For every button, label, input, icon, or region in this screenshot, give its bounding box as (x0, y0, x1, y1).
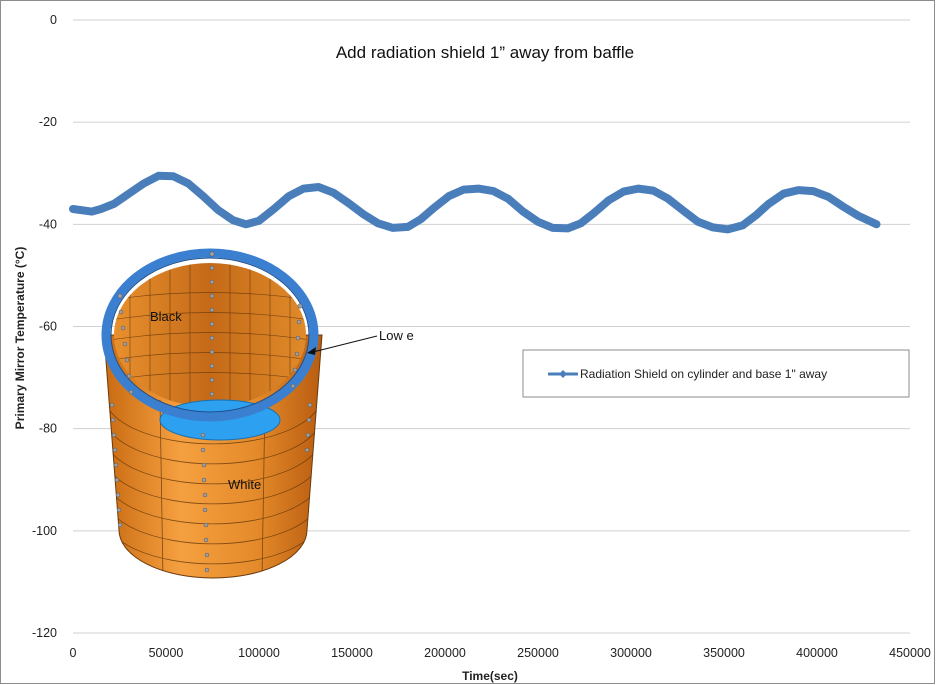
chart-title: Add radiation shield 1” away from baffle (336, 43, 634, 62)
data-point (873, 221, 880, 228)
data-point (185, 180, 192, 187)
series-radiation-shield (69, 171, 881, 234)
data-point (170, 173, 177, 180)
data-point (359, 210, 367, 218)
annotation-black: Black (150, 309, 182, 324)
y-tick-label: -40 (39, 217, 57, 231)
y-tick-label: -120 (32, 626, 57, 640)
data-point (200, 193, 207, 200)
x-tick-label: 400000 (796, 646, 838, 660)
data-point (505, 195, 512, 202)
data-point (839, 203, 847, 210)
cylinder-illustration (101, 248, 323, 579)
y-axis-title: Primary Mirror Temperature (°C) (13, 247, 27, 430)
data-point (795, 186, 802, 194)
data-point (605, 197, 612, 204)
data-point (110, 200, 118, 208)
data-point (330, 189, 337, 196)
data-point (824, 193, 832, 200)
data-point (374, 220, 382, 227)
data-point (389, 224, 397, 232)
x-tick-label: 200000 (424, 646, 466, 660)
data-point (765, 200, 772, 208)
data-point (229, 217, 237, 224)
legend-box (522, 349, 910, 398)
data-point (404, 223, 411, 231)
x-tick-label: 100000 (238, 646, 280, 660)
data-point (315, 183, 322, 191)
x-tick-label: 50000 (149, 646, 184, 660)
data-point (490, 187, 497, 195)
data-point (519, 208, 527, 215)
data-point (125, 190, 132, 197)
data-point (214, 206, 222, 214)
data-point (780, 190, 787, 197)
data-point (635, 185, 642, 192)
x-tick-label: 0 (70, 646, 77, 660)
x-tick-label: 300000 (610, 646, 652, 660)
data-point (665, 195, 672, 202)
annotation-white: White (228, 477, 261, 492)
cylinder-rim-edge (110, 257, 310, 413)
data-point (534, 218, 542, 225)
data-point (460, 186, 467, 193)
x-tick-label: 450000 (889, 646, 931, 660)
data-point (345, 199, 352, 207)
data-point (140, 180, 147, 187)
x-tick-label: 350000 (703, 646, 745, 660)
data-point (255, 217, 263, 224)
arrowhead (307, 347, 316, 355)
data-point (445, 193, 452, 200)
data-point (564, 225, 571, 232)
x-tick-label: 250000 (517, 646, 559, 660)
data-point (69, 205, 77, 213)
data-point (694, 218, 702, 225)
data-point (475, 185, 482, 192)
data-point (88, 208, 95, 215)
data-point (577, 220, 584, 227)
data-point (155, 172, 162, 180)
legend: Radiation Shield on cylinder and base 1"… (522, 349, 910, 398)
y-tick-label: -60 (39, 320, 57, 334)
cylinder-inner-wall (114, 263, 306, 407)
y-tick-label: 0 (50, 13, 57, 27)
y-tick-label: -20 (39, 115, 57, 129)
data-point (270, 205, 278, 213)
data-point (97, 205, 105, 213)
y-tick-labels: 0 -20 -40 -60 -80 -100 -120 (32, 13, 57, 640)
data-point (590, 209, 597, 217)
y-tick-label: -80 (39, 422, 57, 436)
annotation-low-e: Low e (379, 328, 414, 343)
y-tick-label: -100 (32, 524, 57, 538)
data-point (810, 187, 817, 195)
data-point (854, 212, 862, 219)
data-point (679, 207, 687, 214)
data-point (417, 216, 425, 223)
annotation-low-e-arrow (312, 335, 378, 353)
data-point (620, 188, 627, 195)
data-point (430, 204, 438, 212)
x-tick-labels: 0 50000 100000 150000 200000 250000 300000 3500… (70, 646, 931, 660)
data-point (285, 193, 292, 200)
series-line (69, 171, 881, 234)
data-point (300, 185, 307, 192)
data-point (709, 224, 717, 231)
legend-label: Radiation Shield on cylinder and base 1"… (580, 367, 827, 381)
data-point (650, 187, 657, 194)
data-point (752, 212, 759, 219)
data-point (724, 226, 731, 233)
data-point (242, 221, 250, 228)
x-axis-title: Time(sec) (462, 669, 518, 683)
data-point (549, 224, 557, 232)
data-point (739, 222, 746, 229)
x-tick-label: 150000 (331, 646, 373, 660)
legend-marker (559, 370, 567, 378)
mesh-nodes (109, 251, 313, 573)
